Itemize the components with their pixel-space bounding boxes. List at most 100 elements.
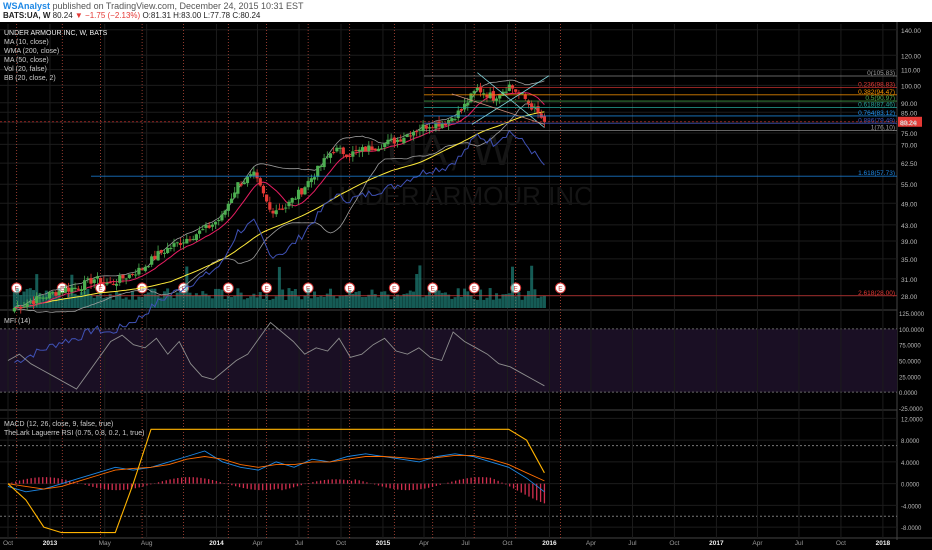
- volume-bar: [424, 295, 428, 308]
- indicator-legend[interactable]: WMA (200, close): [4, 48, 59, 55]
- volume-bar: [25, 289, 29, 308]
- candle-body: [15, 306, 20, 308]
- candle-body: [118, 275, 122, 283]
- volume-bar: [245, 298, 249, 308]
- macd-tick-label: 8.0000: [901, 439, 920, 445]
- candle-body: [194, 234, 198, 241]
- candle-body: [159, 250, 163, 253]
- candle-body: [217, 220, 221, 222]
- volume-bar: [303, 295, 307, 308]
- volume-bar: [443, 292, 447, 308]
- volume-bar: [536, 297, 540, 308]
- symbol-legend[interactable]: UNDER ARMOUR INC, W, BATS: [4, 30, 108, 37]
- watermark-symbol: UA, W: [386, 126, 514, 175]
- candle-body: [38, 297, 42, 299]
- candle-body: [309, 178, 313, 183]
- earnings-marker[interactable]: [468, 282, 480, 294]
- volume-bar: [415, 273, 419, 308]
- volume-bar: [322, 296, 326, 308]
- volume-bar: [73, 293, 77, 308]
- earnings-marker-label: E: [347, 286, 352, 293]
- earnings-marker[interactable]: [261, 282, 273, 294]
- macd-line: [7, 450, 545, 493]
- ma50-line: [14, 111, 545, 309]
- candle-body: [175, 242, 179, 244]
- mfi-legend[interactable]: MFI (14): [4, 318, 30, 325]
- volume-bar: [396, 294, 400, 308]
- indicator-legend[interactable]: BB (20, close, 2): [4, 75, 56, 82]
- fib-level-label: 0.886(79.49): [858, 117, 895, 124]
- candle-body: [207, 225, 211, 228]
- volume-bar: [351, 293, 355, 308]
- volume-bar: [507, 293, 511, 308]
- volume-bar: [185, 266, 189, 308]
- volume-bar: [293, 289, 297, 308]
- earnings-marker[interactable]: [554, 282, 566, 294]
- time-tick-label: Apr: [419, 540, 430, 547]
- volume-bar: [360, 296, 364, 308]
- time-tick-label: 2015: [376, 540, 391, 547]
- candle-body: [332, 152, 336, 154]
- indicator-legend[interactable]: MA (50, close): [4, 57, 49, 64]
- volume-bar: [431, 295, 435, 308]
- earnings-marker[interactable]: [222, 282, 234, 294]
- macd-legend[interactable]: TheLark Laguerre RSI (0.75, 0.8, 0.2, 1,…: [4, 430, 144, 437]
- volume-bar: [156, 295, 160, 308]
- candle-body: [354, 150, 358, 152]
- volume-bar: [523, 296, 527, 308]
- volume-bar: [242, 299, 246, 308]
- volume-bar: [475, 299, 479, 308]
- candle-body: [105, 282, 109, 285]
- indicator-legend[interactable]: Vol (20, false): [4, 66, 47, 73]
- author-link[interactable]: WSAnalyst: [3, 1, 51, 11]
- high-label: H:: [173, 11, 182, 20]
- volume-bar: [482, 299, 486, 308]
- fib-level-label: 0.618(87.46): [858, 102, 895, 109]
- indicator-legend[interactable]: MA (10, close): [4, 39, 49, 46]
- price-tick-label: 80.00: [901, 120, 918, 127]
- earnings-marker[interactable]: [388, 282, 400, 294]
- candle-body: [395, 139, 400, 142]
- earnings-marker-label: E: [226, 286, 231, 293]
- macd-legend[interactable]: MACD (12, 26, close, 9, false, true): [4, 421, 113, 428]
- time-tick-label: Apr: [586, 540, 597, 547]
- last-price: 80.24: [52, 11, 73, 20]
- time-tick-label: Apr: [752, 540, 763, 547]
- low-value: 77.78: [210, 11, 231, 20]
- volume-bar: [309, 298, 313, 308]
- volume-bar: [389, 299, 393, 308]
- candle-body: [526, 100, 531, 104]
- last-price-tag-label: 80.24: [900, 120, 917, 127]
- earnings-marker-label: E: [514, 286, 519, 293]
- candle-body: [204, 225, 208, 228]
- volume-bar: [332, 295, 336, 308]
- volume-bar: [140, 297, 144, 308]
- candle-body: [319, 165, 323, 168]
- candle-body: [357, 149, 361, 152]
- earnings-marker[interactable]: [427, 282, 439, 294]
- candle-body: [274, 210, 278, 215]
- symbol: BATS:UA, W: [3, 11, 51, 20]
- candle-body: [242, 182, 246, 184]
- candle-body: [98, 277, 103, 284]
- candle-body: [134, 274, 138, 276]
- candle-body: [92, 279, 96, 283]
- candle-body: [185, 238, 189, 244]
- candle-body: [143, 266, 147, 271]
- candle-body: [31, 300, 36, 305]
- candle-body: [373, 148, 377, 151]
- candle-body: [156, 251, 160, 261]
- candle-body: [520, 93, 524, 95]
- candle-body: [383, 143, 387, 148]
- time-tick-label: Jul: [628, 540, 637, 547]
- time-tick-label: Jul: [461, 540, 470, 547]
- volume-bar: [348, 290, 352, 308]
- candle-body: [322, 158, 326, 168]
- candle-body: [507, 84, 511, 91]
- volume-bar: [354, 291, 358, 308]
- volume-bar: [150, 288, 154, 308]
- volume-bar: [178, 291, 182, 308]
- volume-bar: [542, 295, 546, 308]
- candle-body: [19, 306, 23, 309]
